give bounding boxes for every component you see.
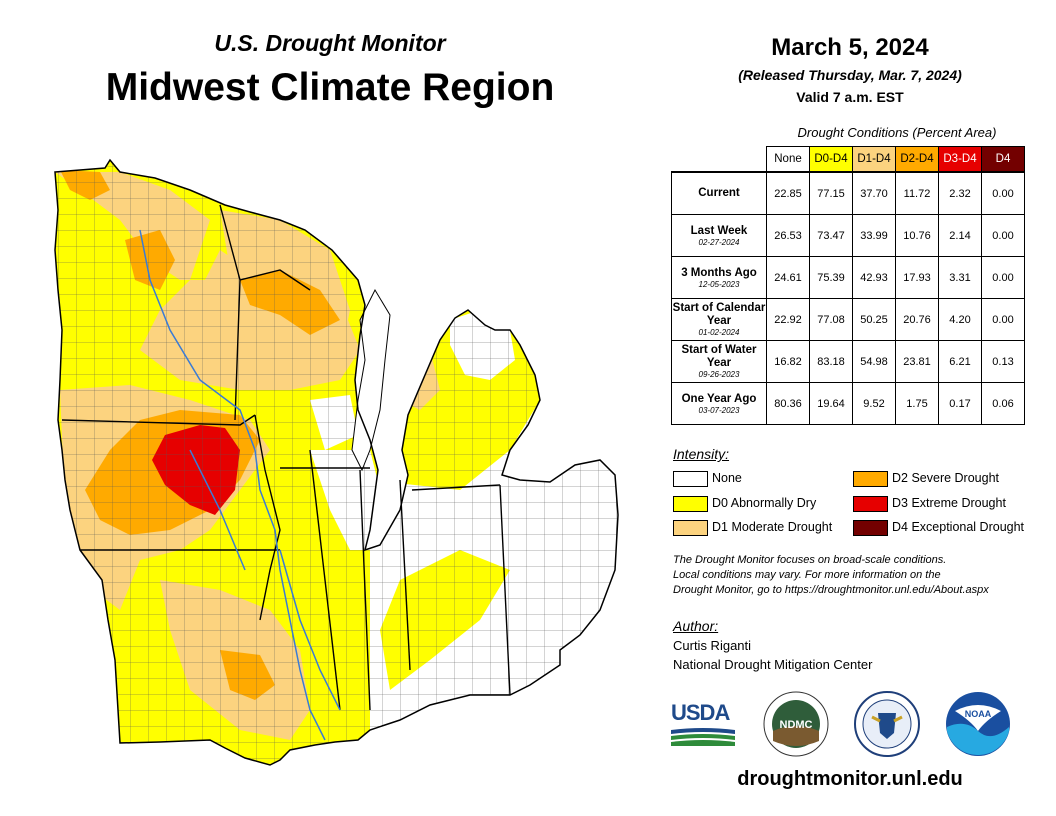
usda-field-icon bbox=[671, 728, 735, 746]
table-cell: 6.21 bbox=[938, 340, 982, 383]
legend-label: None bbox=[712, 471, 742, 485]
legend-label: D2 Severe Drought bbox=[892, 471, 1000, 485]
conditions-title: Drought Conditions (Percent Area) bbox=[797, 125, 997, 140]
valid-time: Valid 7 a.m. EST bbox=[796, 89, 904, 105]
website-url[interactable]: droughtmonitor.unl.edu bbox=[737, 768, 963, 790]
table-cell: 73.47 bbox=[809, 214, 853, 257]
table-cell: 10.76 bbox=[895, 214, 939, 257]
region-outline bbox=[54, 158, 619, 766]
table-row: Start of Calendar Year 01-02-2024 22.92 7… bbox=[671, 298, 1025, 341]
table-cell: 54.98 bbox=[852, 340, 896, 383]
table-cell: 75.39 bbox=[809, 256, 853, 299]
row-label: Start of Water Year 09-26-2023 bbox=[671, 340, 767, 383]
table-cell: 4.20 bbox=[938, 298, 982, 341]
table-cell: 0.00 bbox=[981, 256, 1025, 299]
row-label: Current bbox=[671, 171, 767, 215]
column-header: None bbox=[766, 146, 810, 173]
column-header: D1-D4 bbox=[852, 146, 896, 173]
table-cell: 0.06 bbox=[981, 382, 1025, 425]
table-cell: 80.36 bbox=[766, 382, 810, 425]
table-cell: 16.82 bbox=[766, 340, 810, 383]
legend-swatch-d4 bbox=[853, 520, 888, 536]
table-cell: 11.72 bbox=[895, 171, 939, 215]
legend-swatch-d1 bbox=[673, 520, 708, 536]
table-cell: 9.52 bbox=[852, 382, 896, 425]
table-cell: 0.17 bbox=[938, 382, 982, 425]
note-line: Local conditions may vary. For more info… bbox=[673, 569, 941, 581]
table-cell: 22.85 bbox=[766, 171, 810, 215]
table-row: One Year Ago 03-07-2023 80.36 19.64 9.52 … bbox=[671, 382, 1025, 425]
table-row: Start of Water Year 09-26-2023 16.82 83.1… bbox=[671, 340, 1025, 383]
legend-swatch-none bbox=[673, 471, 708, 487]
table-cell: 24.61 bbox=[766, 256, 810, 299]
table-header-row: None D0-D4 D1-D4 D2-D4 D3-D4 D4 bbox=[672, 146, 1025, 173]
column-header: D3-D4 bbox=[938, 146, 982, 173]
table-cell: 0.00 bbox=[981, 298, 1025, 341]
table-cell: 22.92 bbox=[766, 298, 810, 341]
table-cell: 19.64 bbox=[809, 382, 853, 425]
table-cell: 37.70 bbox=[852, 171, 896, 215]
note-line: The Drought Monitor focuses on broad-sca… bbox=[673, 554, 947, 566]
drought-map bbox=[54, 158, 619, 766]
note-line: Drought Monitor, go to https://droughtmo… bbox=[673, 584, 989, 596]
legend-swatch-d3 bbox=[853, 496, 888, 512]
table-row: 3 Months Ago 12-05-2023 24.61 75.39 42.93… bbox=[671, 256, 1025, 299]
row-label: 3 Months Ago 12-05-2023 bbox=[671, 256, 767, 299]
table-cell: 42.93 bbox=[852, 256, 896, 299]
table-cell: 77.08 bbox=[809, 298, 853, 341]
column-header: D0-D4 bbox=[809, 146, 853, 173]
table-cell: 0.00 bbox=[981, 214, 1025, 257]
table-cell: 0.00 bbox=[981, 171, 1025, 215]
author-name: Curtis Riganti bbox=[673, 638, 752, 653]
legend-swatch-d0 bbox=[673, 496, 708, 512]
row-label: Start of Calendar Year 01-02-2024 bbox=[671, 298, 767, 341]
table-cell: 1.75 bbox=[895, 382, 939, 425]
svg-text:NDMC: NDMC bbox=[780, 719, 813, 731]
lake-michigan bbox=[351, 288, 391, 472]
release-date: (Released Thursday, Mar. 7, 2024) bbox=[738, 67, 962, 83]
state-boundaries bbox=[61, 204, 511, 711]
row-label: Last Week 02-27-2024 bbox=[671, 214, 767, 257]
legend-label: D4 Exceptional Drought bbox=[892, 520, 1025, 534]
noaa-logo: NOAA bbox=[946, 692, 1010, 756]
commerce-seal-logo bbox=[854, 691, 920, 757]
map-date: March 5, 2024 bbox=[771, 34, 929, 61]
column-header: D4 bbox=[981, 146, 1025, 173]
table-cell: 17.93 bbox=[895, 256, 939, 299]
table-cell: 20.76 bbox=[895, 298, 939, 341]
table-cell: 33.99 bbox=[852, 214, 896, 257]
county-boundaries bbox=[55, 160, 618, 765]
table-cell: 83.18 bbox=[809, 340, 853, 383]
table-cell: 3.31 bbox=[938, 256, 982, 299]
table-cell: 26.53 bbox=[766, 214, 810, 257]
column-header: D2-D4 bbox=[895, 146, 939, 173]
table-cell: 23.81 bbox=[895, 340, 939, 383]
table-cell: 2.14 bbox=[938, 214, 982, 257]
author-label: Author: bbox=[673, 618, 719, 634]
table-row: Last Week 02-27-2024 26.53 73.47 33.99 10… bbox=[671, 214, 1025, 257]
table-cell: 50.25 bbox=[852, 298, 896, 341]
map-title: Midwest Climate Region bbox=[105, 66, 555, 109]
table-row: Current 22.85 77.15 37.70 11.72 2.32 0.0… bbox=[671, 171, 1025, 215]
map-subtitle: U.S. Drought Monitor bbox=[214, 30, 446, 56]
usda-logo: USDA bbox=[671, 700, 739, 748]
legend-label: D3 Extreme Drought bbox=[892, 496, 1006, 510]
ndmc-logo: NDMC bbox=[763, 691, 829, 757]
legend-swatch-d2 bbox=[853, 471, 888, 487]
table-cell: 77.15 bbox=[809, 171, 853, 215]
author-organization: National Drought Mitigation Center bbox=[673, 657, 873, 672]
drought-monitor-note: The Drought Monitor focuses on broad-sca… bbox=[673, 553, 1043, 598]
row-label: One Year Ago 03-07-2023 bbox=[671, 382, 767, 425]
table-cell: 2.32 bbox=[938, 171, 982, 215]
table-cell: 0.13 bbox=[981, 340, 1025, 383]
legend-label: D1 Moderate Drought bbox=[712, 520, 833, 534]
rivers bbox=[139, 229, 341, 741]
svg-text:NOAA: NOAA bbox=[965, 709, 992, 719]
intensity-label: Intensity: bbox=[673, 446, 730, 462]
conditions-table: None D0-D4 D1-D4 D2-D4 D3-D4 D4 Current … bbox=[671, 146, 1025, 425]
legend-label: D0 Abnormally Dry bbox=[712, 496, 817, 510]
